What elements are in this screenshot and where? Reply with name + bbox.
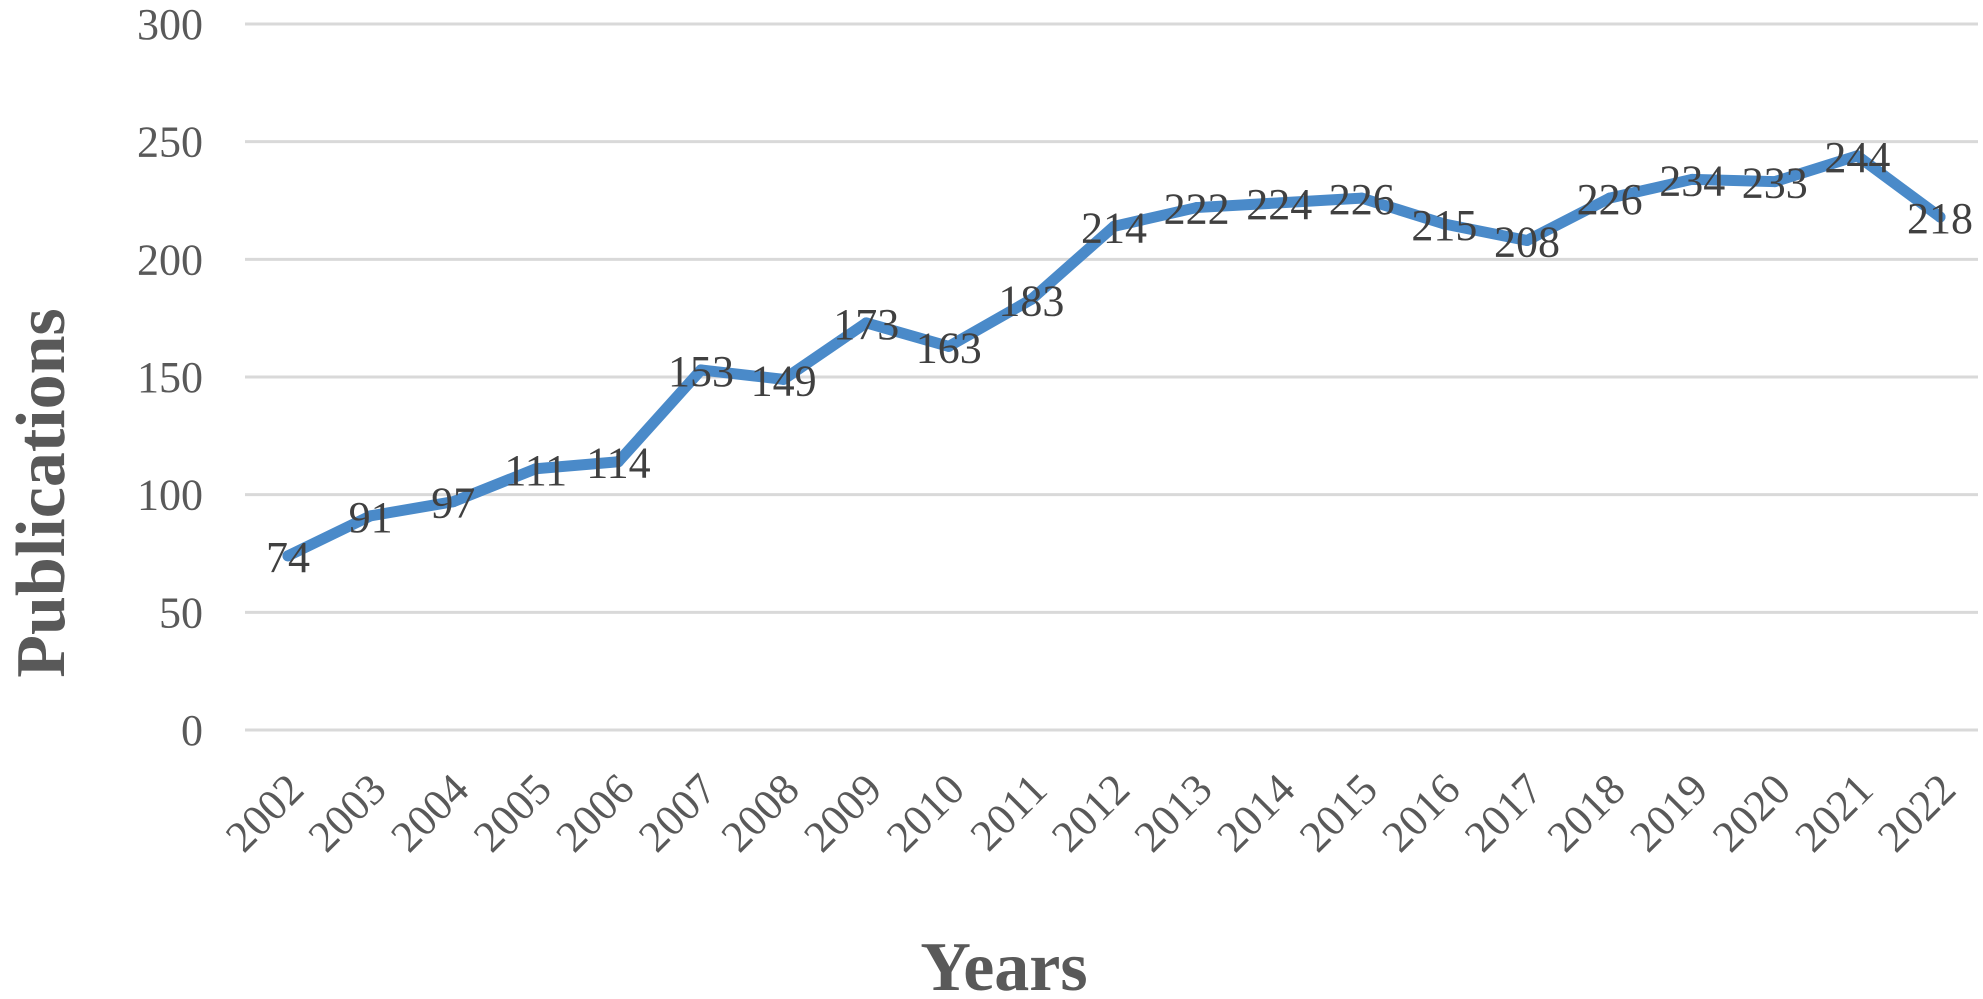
data-label: 149: [751, 356, 817, 405]
data-point: [1604, 192, 1616, 204]
x-tick-label: 2002: [216, 764, 313, 861]
x-tick-label: 2003: [299, 764, 396, 861]
data-point: [695, 364, 707, 376]
data-label: 244: [1824, 133, 1890, 182]
data-label: 111: [504, 446, 567, 495]
x-tick-label: 2015: [1290, 764, 1387, 861]
data-point: [1025, 293, 1037, 305]
data-label: 214: [1081, 203, 1147, 252]
x-tick-label: 2019: [1620, 764, 1717, 861]
x-tick-label: 2007: [629, 764, 726, 861]
x-tick-label: 2016: [1373, 764, 1470, 861]
data-point: [1108, 220, 1120, 232]
x-tick-label: 2011: [961, 764, 1057, 860]
data-point: [365, 510, 377, 522]
data-label: 173: [833, 300, 899, 349]
y-axis-title: Publications: [3, 308, 80, 678]
x-tick-label: 2010: [877, 764, 974, 861]
data-label: 234: [1659, 156, 1725, 205]
gridlines: [245, 22, 1978, 732]
data-point: [1356, 192, 1368, 204]
y-tick-label: 0: [181, 706, 203, 755]
x-tick-label: 2012: [1042, 764, 1139, 861]
data-label: 224: [1246, 180, 1312, 229]
data-labels: 74 91 97 111 114 153 149 173 163 183 214 222 224 226 2…: [266, 133, 1973, 582]
data-label: 74: [266, 533, 310, 582]
data-label: 222: [1164, 185, 1230, 234]
data-label: 218: [1907, 194, 1973, 243]
x-tick-label: 2020: [1703, 764, 1800, 861]
y-tick-label: 300: [137, 0, 203, 49]
data-label: 114: [586, 439, 650, 488]
data-point: [1769, 176, 1781, 188]
y-tick-label: 200: [137, 235, 203, 284]
y-tick-label: 250: [137, 118, 203, 167]
x-tick-label: 2017: [1455, 764, 1552, 861]
data-point: [1438, 218, 1450, 230]
data-point: [447, 496, 459, 508]
x-axis-title: Years: [920, 929, 1087, 999]
data-label: 153: [668, 347, 734, 396]
data-point: [943, 340, 955, 352]
data-point: [778, 373, 790, 385]
x-tick-label: 2021: [1786, 764, 1883, 861]
y-axis-tick-labels: 0 50 100 150 200 250 300: [137, 0, 203, 755]
data-label: 208: [1494, 218, 1560, 267]
data-label: 226: [1577, 175, 1643, 224]
y-tick-label: 150: [137, 353, 203, 402]
data-point: [860, 317, 872, 329]
data-label: 163: [916, 323, 982, 372]
data-label: 215: [1411, 201, 1477, 250]
x-tick-label: 2022: [1868, 764, 1965, 861]
data-point: [282, 550, 294, 562]
data-point: [612, 456, 624, 468]
x-tick-label: 2018: [1538, 764, 1635, 861]
data-point: [1934, 211, 1946, 223]
x-tick-label: 2005: [464, 764, 561, 861]
x-axis-tick-labels: 2002200320042005200620072008200920102011…: [216, 764, 1965, 861]
data-point: [1521, 235, 1533, 247]
x-tick-label: 2006: [547, 764, 644, 861]
y-tick-label: 100: [137, 471, 203, 520]
data-point: [1851, 150, 1863, 162]
x-tick-label: 2014: [1207, 764, 1304, 861]
x-tick-label: 2004: [381, 764, 478, 861]
x-tick-label: 2009: [794, 764, 891, 861]
data-point: [1686, 173, 1698, 185]
y-tick-label: 50: [159, 588, 203, 637]
data-label: 183: [998, 276, 1064, 325]
data-label: 233: [1742, 159, 1808, 208]
x-tick-label: 2013: [1125, 764, 1222, 861]
x-tick-label: 2008: [712, 764, 809, 861]
data-label: 226: [1329, 175, 1395, 224]
data-label: 97: [431, 479, 475, 528]
data-point: [530, 463, 542, 475]
data-point: [1191, 202, 1203, 214]
data-label: 91: [349, 493, 393, 542]
data-point: [1273, 197, 1285, 209]
series-layer: [282, 150, 1946, 562]
